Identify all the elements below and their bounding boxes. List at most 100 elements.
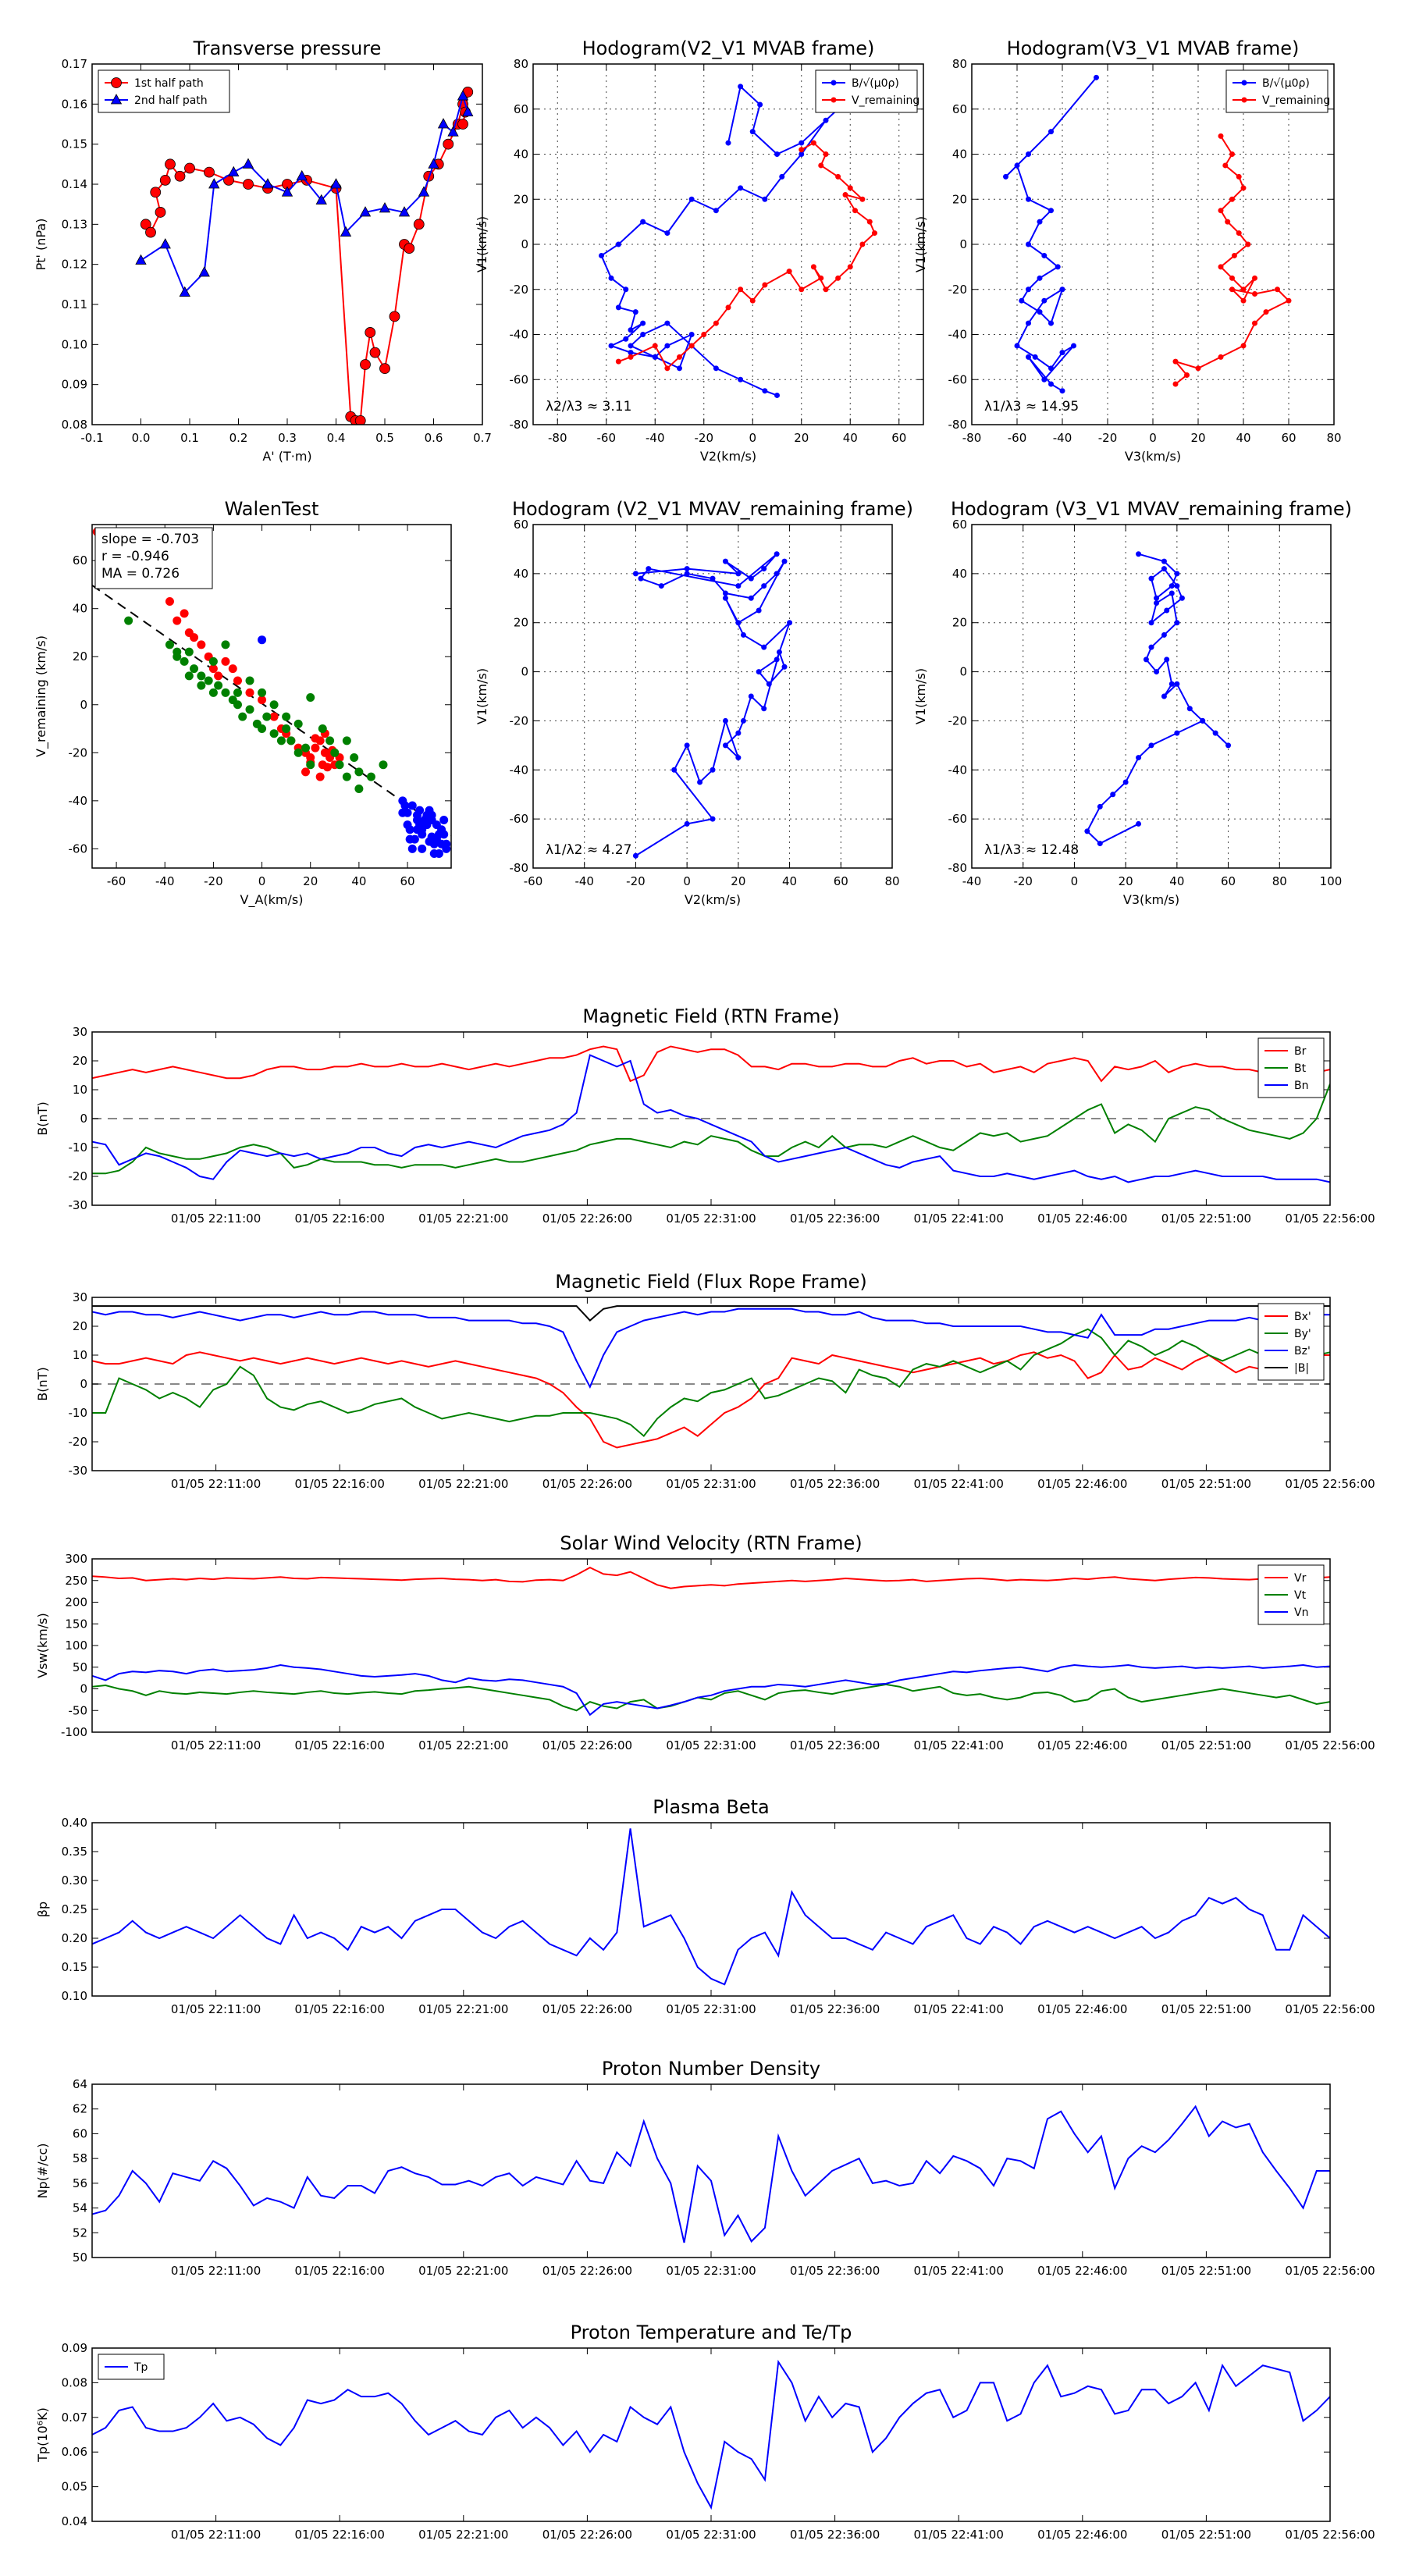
data-point xyxy=(725,304,731,311)
legend-label: 2nd half path xyxy=(134,94,208,107)
data-point xyxy=(688,332,695,337)
legend-label: 1st half path xyxy=(134,77,204,90)
series-line xyxy=(140,93,469,294)
y-tick-label: -20 xyxy=(69,1435,88,1449)
data-point xyxy=(301,743,311,753)
stats-line: MA = 0.726 xyxy=(101,566,180,582)
plot-title: WalenTest xyxy=(225,498,319,520)
data-point xyxy=(262,712,272,721)
y-tick-label: -100 xyxy=(61,1725,87,1739)
plot-frame xyxy=(532,63,924,425)
x-tick-label: 01/05 22:41:00 xyxy=(914,1477,1004,1491)
data-point xyxy=(1014,162,1020,169)
legend-box xyxy=(815,69,918,113)
x-tick-label: -40 xyxy=(646,431,665,445)
x-tick-label: 01/05 22:21:00 xyxy=(418,2264,508,2278)
y-tick-label: -20 xyxy=(510,283,529,297)
data-point xyxy=(835,275,841,281)
y-tick-label: 60 xyxy=(73,2126,87,2140)
data-point xyxy=(245,705,254,714)
y-tick-label: 20 xyxy=(514,616,528,630)
y-tick-label: 20 xyxy=(73,1319,87,1333)
x-tick-label: 01/05 22:26:00 xyxy=(542,2002,632,2016)
x-tick-label: -80 xyxy=(548,431,567,445)
data-point xyxy=(258,724,267,734)
y-tick-label: 0.06 xyxy=(62,2445,87,2459)
data-point xyxy=(756,607,762,614)
data-point xyxy=(713,320,719,326)
data-point xyxy=(233,676,242,685)
data-point xyxy=(412,825,422,834)
plot-frame xyxy=(91,63,483,425)
data-point xyxy=(677,365,682,372)
legend-label: Bn xyxy=(1294,1080,1308,1092)
x-tick-label: -40 xyxy=(1053,431,1072,445)
plot-area xyxy=(92,1566,1330,1717)
data-point xyxy=(398,808,407,817)
data-point xyxy=(774,551,780,557)
plot-frame xyxy=(91,524,452,869)
data-point xyxy=(311,734,320,743)
data-point xyxy=(405,834,414,844)
data-point xyxy=(1245,241,1251,247)
series-line xyxy=(92,1566,1330,1589)
y-axis-label: B(nT) xyxy=(35,1367,50,1400)
x-tick-label: 01/05 22:41:00 xyxy=(914,2264,1004,2278)
fit-line xyxy=(92,584,451,836)
data-point xyxy=(179,286,190,297)
data-point xyxy=(766,681,772,687)
data-point xyxy=(623,336,629,342)
data-point xyxy=(1048,208,1054,214)
data-point xyxy=(761,706,767,712)
x-tick-label: 0.3 xyxy=(278,431,297,445)
y-tick-label: 20 xyxy=(952,192,967,206)
x-tick-label: 80 xyxy=(884,874,899,888)
data-point xyxy=(1218,264,1224,270)
data-point xyxy=(428,158,439,169)
data-point xyxy=(165,596,174,606)
plot-frame xyxy=(91,1822,1331,1997)
data-point xyxy=(359,206,372,217)
data-point xyxy=(762,196,768,202)
y-tick-label: -30 xyxy=(69,1198,88,1212)
data-point xyxy=(1097,803,1103,809)
y-tick-label: 60 xyxy=(514,102,528,116)
y-tick-label: 60 xyxy=(952,518,967,532)
y-tick-label: -60 xyxy=(948,372,968,386)
x-tick-label: 0 xyxy=(1071,874,1079,888)
y-tick-label: -60 xyxy=(948,812,968,826)
x-axis-label: V2(km/s) xyxy=(685,892,741,907)
data-point xyxy=(1184,372,1190,378)
data-point xyxy=(184,162,195,174)
data-point xyxy=(1059,286,1065,293)
data-point xyxy=(110,94,123,105)
plot-title: Magnetic Field (RTN Frame) xyxy=(582,1005,839,1027)
data-point xyxy=(190,633,199,642)
data-point xyxy=(366,772,375,781)
data-point xyxy=(847,185,853,191)
x-axis-label: V2(km/s) xyxy=(700,449,756,464)
data-point xyxy=(447,126,459,137)
data-point xyxy=(774,571,780,577)
data-point xyxy=(799,140,805,146)
y-tick-label: 0 xyxy=(80,1682,87,1696)
x-tick-label: 01/05 22:46:00 xyxy=(1037,1738,1127,1752)
data-point xyxy=(781,558,788,564)
data-point xyxy=(831,97,837,103)
data-point xyxy=(623,286,629,293)
data-point xyxy=(111,77,122,88)
data-point xyxy=(866,219,873,225)
y-tick-label: 0.08 xyxy=(62,2375,87,2389)
x-tick-label: 01/05 22:36:00 xyxy=(790,1212,880,1226)
data-point xyxy=(835,173,841,180)
data-point xyxy=(1059,388,1065,394)
legend-box xyxy=(1225,69,1329,113)
x-tick-label: 01/05 22:26:00 xyxy=(542,2528,632,2542)
y-tick-label: 20 xyxy=(73,1054,87,1068)
plot-frame xyxy=(91,2083,1331,2258)
data-point xyxy=(1174,571,1180,577)
data-point xyxy=(1094,74,1099,80)
x-tick-label: 20 xyxy=(794,431,809,445)
data-point xyxy=(379,760,388,770)
y-tick-label: 0.11 xyxy=(62,297,87,311)
